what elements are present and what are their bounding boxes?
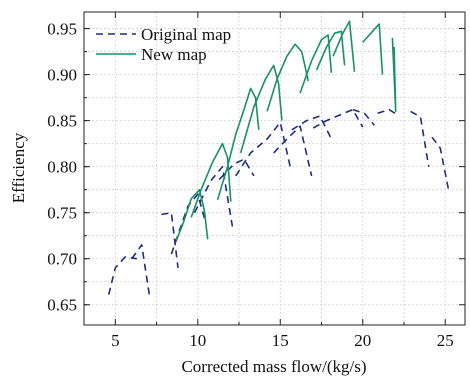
y-tick-label: 0.75 (47, 204, 77, 223)
series-line-original-map (131, 244, 151, 300)
x-tick-label: 25 (437, 331, 454, 350)
x-tick-label: 20 (354, 331, 371, 350)
y-tick-label: 0.80 (47, 158, 77, 177)
series-line-new-map (216, 87, 260, 201)
series-line-original-map (377, 108, 400, 117)
series-line-original-map (218, 158, 255, 181)
series-line-new-map (299, 34, 333, 94)
legend-label-new-map: New map (141, 45, 207, 64)
series-group (107, 20, 450, 300)
series-line-original-map (235, 121, 291, 177)
x-axis-label: Corrected mass flow/(kg/s) (181, 357, 366, 376)
series-line-original-map (312, 108, 364, 129)
x-tick-label: 5 (111, 331, 120, 350)
x-tick-labels: 5 10 15 20 25 (111, 331, 454, 350)
y-tick-label: 0.70 (47, 250, 77, 269)
series-line-original-map (431, 136, 450, 190)
series-line-new-map (266, 43, 310, 112)
y-axis-label: Efficiency (9, 132, 28, 203)
legend-label-original-map: Original map (141, 25, 231, 44)
legend: Original map New map (96, 25, 231, 64)
y-tick-label: 0.95 (47, 20, 77, 39)
series-line-original-map (273, 125, 313, 177)
grid-lines (84, 12, 465, 325)
series-line-original-map (410, 110, 430, 167)
plot-frame (83, 11, 466, 326)
series-line-original-map (107, 256, 137, 295)
y-tick-label: 0.65 (47, 296, 77, 315)
series-line-original-map (352, 108, 375, 126)
axis-ticks (84, 12, 465, 325)
series-line-original-map (161, 211, 179, 268)
series-line-new-map (362, 23, 384, 75)
series-line-new-map (332, 20, 356, 72)
series-line-new-map (175, 188, 209, 241)
x-tick-label: 15 (272, 331, 289, 350)
series-line-original-map (170, 193, 206, 255)
y-tick-labels: 0.65 0.70 0.75 0.80 0.85 0.90 0.95 (47, 20, 77, 315)
series-line-new-map (391, 37, 397, 113)
series-line-new-map (315, 30, 346, 71)
x-tick-label: 10 (189, 331, 206, 350)
series-line-original-map (193, 165, 234, 227)
series-line-new-map (239, 64, 283, 154)
y-tick-label: 0.85 (47, 112, 77, 131)
series-line-original-map (291, 115, 333, 140)
y-tick-label: 0.90 (47, 66, 77, 85)
